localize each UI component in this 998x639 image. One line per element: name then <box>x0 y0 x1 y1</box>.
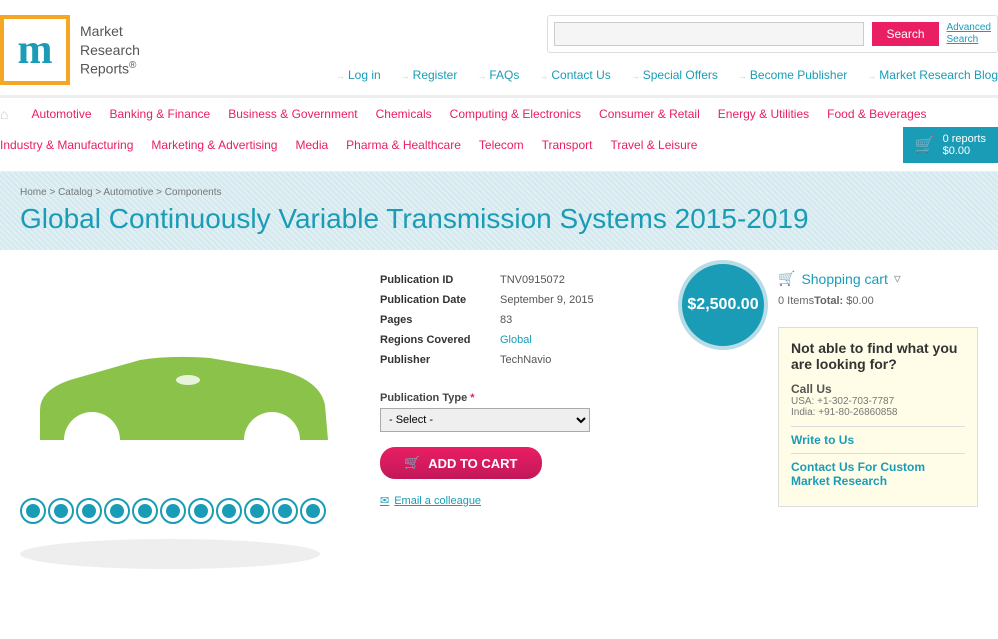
cart-count: 0 reports $0.00 <box>943 133 986 157</box>
pub-type-select[interactable]: - Select - <box>380 408 590 432</box>
call-us-numbers: USA: +1-302-703-7787 India: +91-80-26860… <box>791 396 965 418</box>
detail-label: Regions Covered <box>380 334 500 346</box>
roller-icon <box>244 498 270 524</box>
roller-icon <box>132 498 158 524</box>
main-nav-link[interactable]: Banking & Finance <box>110 107 211 121</box>
chevron-down-icon: ▿ <box>894 270 901 287</box>
main-nav-link[interactable]: Consumer & Retail <box>599 107 700 121</box>
detail-value[interactable]: Global <box>500 334 532 346</box>
main-nav-link[interactable]: Pharma & Healthcare <box>346 138 461 152</box>
cart-icon: 🛒 <box>915 135 935 155</box>
logo-text: Market Research Reports® <box>80 22 140 77</box>
detail-row: PublisherTechNavio <box>380 350 758 370</box>
conveyor <box>20 498 360 524</box>
breadcrumb[interactable]: Home > Catalog > Automotive > Components <box>20 187 978 198</box>
detail-value: TechNavio <box>500 354 551 366</box>
detail-label: Publisher <box>380 354 500 366</box>
logo[interactable]: m Market Research Reports® <box>0 15 140 85</box>
top-nav-link[interactable]: →Contact Us <box>539 68 610 82</box>
roller-icon <box>76 498 102 524</box>
email-colleague-link[interactable]: ✉ Email a colleague <box>380 494 758 507</box>
main-nav-link[interactable]: Business & Government <box>228 107 357 121</box>
main-nav-link[interactable]: Telecom <box>479 138 524 152</box>
cart-add-icon: 🛒 <box>404 455 420 471</box>
detail-label: Publication ID <box>380 274 500 286</box>
roller-icon <box>216 498 242 524</box>
top-nav-link[interactable]: →Become Publisher <box>738 68 847 82</box>
add-to-cart-button[interactable]: 🛒 ADD TO CART <box>380 447 542 479</box>
roller-icon <box>300 498 326 524</box>
car-illustration <box>20 300 340 500</box>
email-link-text: Email a colleague <box>394 495 481 507</box>
top-nav-link[interactable]: →FAQs <box>477 68 519 82</box>
search-input[interactable] <box>554 22 864 46</box>
cart-button[interactable]: 🛒 0 reports $0.00 <box>903 127 998 163</box>
main-nav-link[interactable]: Energy & Utilities <box>718 107 809 121</box>
search-button[interactable]: Search <box>872 22 938 46</box>
main-nav-link[interactable]: Transport <box>542 138 593 152</box>
roller-icon <box>48 498 74 524</box>
main-nav-link[interactable]: Automotive <box>31 107 91 121</box>
detail-label: Pages <box>380 314 500 326</box>
price-badge: $2,500.00 <box>678 260 768 350</box>
logo-box: m <box>0 15 70 85</box>
main-nav-link[interactable]: Media <box>295 138 328 152</box>
advanced-search-link[interactable]: Advanced Search <box>947 22 991 46</box>
shopping-cart-title[interactable]: 🛒 Shopping cart ▿ <box>778 270 978 287</box>
product-details: $2,500.00 Publication IDTNV0915072Public… <box>380 270 758 370</box>
top-nav-link[interactable]: →Special Offers <box>631 68 718 82</box>
roller-icon <box>104 498 130 524</box>
main-nav-link[interactable]: Industry & Manufacturing <box>0 138 133 152</box>
main-nav-link[interactable]: Food & Beverages <box>827 107 926 121</box>
detail-label: Publication Date <box>380 294 500 306</box>
main-nav-link[interactable]: Computing & Electronics <box>450 107 581 121</box>
page-title: Global Continuously Variable Transmissio… <box>20 203 978 235</box>
top-nav: →Log in →Register →FAQs →Contact Us →Special… <box>336 68 998 82</box>
custom-research-link[interactable]: Contact Us For Custom Market Research <box>791 453 965 494</box>
title-band: Home > Catalog > Automotive > Components… <box>0 172 998 250</box>
roller-icon <box>20 498 46 524</box>
top-nav-link[interactable]: →Log in <box>336 68 381 82</box>
product-image <box>20 270 360 569</box>
detail-value: 83 <box>500 314 512 326</box>
home-icon[interactable]: ⌂ <box>0 106 8 122</box>
help-title: Not able to find what you are looking fo… <box>791 340 965 372</box>
cart-sum-icon: 🛒 <box>778 270 795 287</box>
roller-icon <box>160 498 186 524</box>
shadow <box>20 539 320 569</box>
cart-summary: 🛒 Shopping cart ▿ 0 ItemsTotal: $0.00 <box>778 270 978 307</box>
roller-icon <box>188 498 214 524</box>
email-icon: ✉ <box>380 494 389 507</box>
write-to-us-link[interactable]: Write to Us <box>791 426 965 453</box>
help-box: Not able to find what you are looking fo… <box>778 327 978 507</box>
search-bar: Search Advanced Search <box>547 15 998 53</box>
top-nav-link[interactable]: →Market Research Blog <box>867 68 998 82</box>
main-nav-link[interactable]: Chemicals <box>376 107 432 121</box>
detail-value: September 9, 2015 <box>500 294 594 306</box>
top-nav-link[interactable]: →Register <box>401 68 458 82</box>
pub-type-label: Publication Type * <box>380 392 475 404</box>
main-nav-link[interactable]: Marketing & Advertising <box>151 138 277 152</box>
main-nav-link[interactable]: Travel & Leisure <box>610 138 697 152</box>
cart-detail: 0 ItemsTotal: $0.00 <box>778 295 978 307</box>
logo-letter: m <box>18 26 53 74</box>
add-cart-label: ADD TO CART <box>428 456 517 471</box>
detail-value: TNV0915072 <box>500 274 565 286</box>
roller-icon <box>272 498 298 524</box>
call-us-label: Call Us <box>791 382 965 396</box>
main-nav: ⌂ Automotive Banking & Finance Business & … <box>0 95 998 172</box>
